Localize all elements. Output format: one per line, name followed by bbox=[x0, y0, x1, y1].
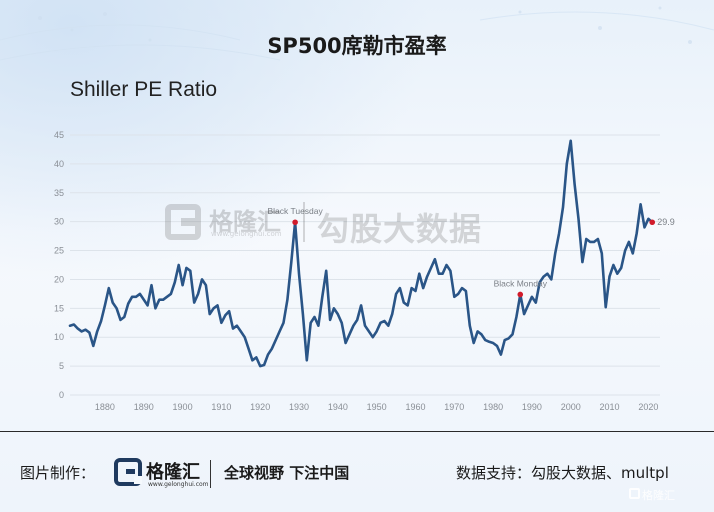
x-tick-label: 1930 bbox=[289, 402, 309, 412]
annotation-marker bbox=[292, 219, 298, 226]
data-source: 数据支持：勾股大数据、multpl bbox=[456, 464, 669, 482]
footer-slogan: 全球视野 下注中国 bbox=[224, 464, 350, 482]
x-tick-label: 1910 bbox=[211, 402, 231, 412]
x-tick-label: 2010 bbox=[600, 402, 620, 412]
annotation-marker bbox=[517, 291, 524, 298]
x-tick-label: 1990 bbox=[522, 402, 542, 412]
y-tick-label: 15 bbox=[54, 303, 64, 313]
x-tick-label: 1880 bbox=[95, 402, 115, 412]
y-axis-ticks: 0 5 10 15 20 25 30 35 40 45 bbox=[54, 130, 64, 400]
corner-watermark: 格隆汇 bbox=[642, 489, 675, 502]
chart-title: Shiller PE Ratio bbox=[70, 78, 218, 101]
x-tick-label: 2020 bbox=[638, 402, 658, 412]
annotation-label: 29.9 bbox=[657, 217, 675, 227]
annotation-label: Black Tuesday bbox=[267, 206, 323, 216]
x-tick-label: 1920 bbox=[250, 402, 270, 412]
x-tick-label: 1970 bbox=[444, 402, 464, 412]
y-tick-label: 20 bbox=[54, 274, 64, 284]
y-tick-label: 30 bbox=[54, 217, 64, 227]
made-by-label: 图片制作： bbox=[20, 464, 96, 482]
x-tick-label: 1940 bbox=[328, 402, 348, 412]
footer-separator bbox=[210, 460, 211, 488]
footer-brand: 格隆汇 bbox=[146, 462, 200, 483]
chart-grid bbox=[70, 134, 660, 396]
x-tick-label: 1960 bbox=[405, 402, 425, 412]
annotation-label: Black Monday bbox=[494, 278, 548, 288]
y-tick-label: 45 bbox=[54, 130, 64, 140]
annotations: Black Tuesday Black Monday 29.9 bbox=[267, 206, 675, 298]
footer-divider bbox=[0, 431, 714, 432]
x-tick-label: 1980 bbox=[483, 402, 503, 412]
y-tick-label: 0 bbox=[59, 390, 64, 400]
y-tick-label: 25 bbox=[54, 246, 64, 256]
x-axis-ticks: 1880 1890 1900 1910 1920 1930 1940 1950 1960 1970… bbox=[95, 402, 658, 412]
y-tick-label: 40 bbox=[54, 159, 64, 169]
brand-logo-icon bbox=[114, 458, 142, 486]
y-tick-label: 10 bbox=[54, 332, 64, 342]
page-title: SP500席勒市盈率 bbox=[267, 34, 447, 58]
y-tick-label: 5 bbox=[59, 361, 64, 371]
footer: 图片制作： 格隆汇 www.gelonghui.com 全球视野 下注中国 数据… bbox=[0, 432, 714, 512]
corner-logo-icon bbox=[629, 488, 640, 499]
annotation-marker bbox=[649, 219, 656, 226]
x-tick-label: 1900 bbox=[173, 402, 193, 412]
footer-site: www.gelonghui.com bbox=[148, 481, 209, 488]
x-tick-label: 2000 bbox=[561, 402, 581, 412]
y-tick-label: 35 bbox=[54, 188, 64, 198]
series-line bbox=[68, 139, 654, 368]
x-tick-label: 1950 bbox=[367, 402, 387, 412]
x-tick-label: 1890 bbox=[134, 402, 154, 412]
